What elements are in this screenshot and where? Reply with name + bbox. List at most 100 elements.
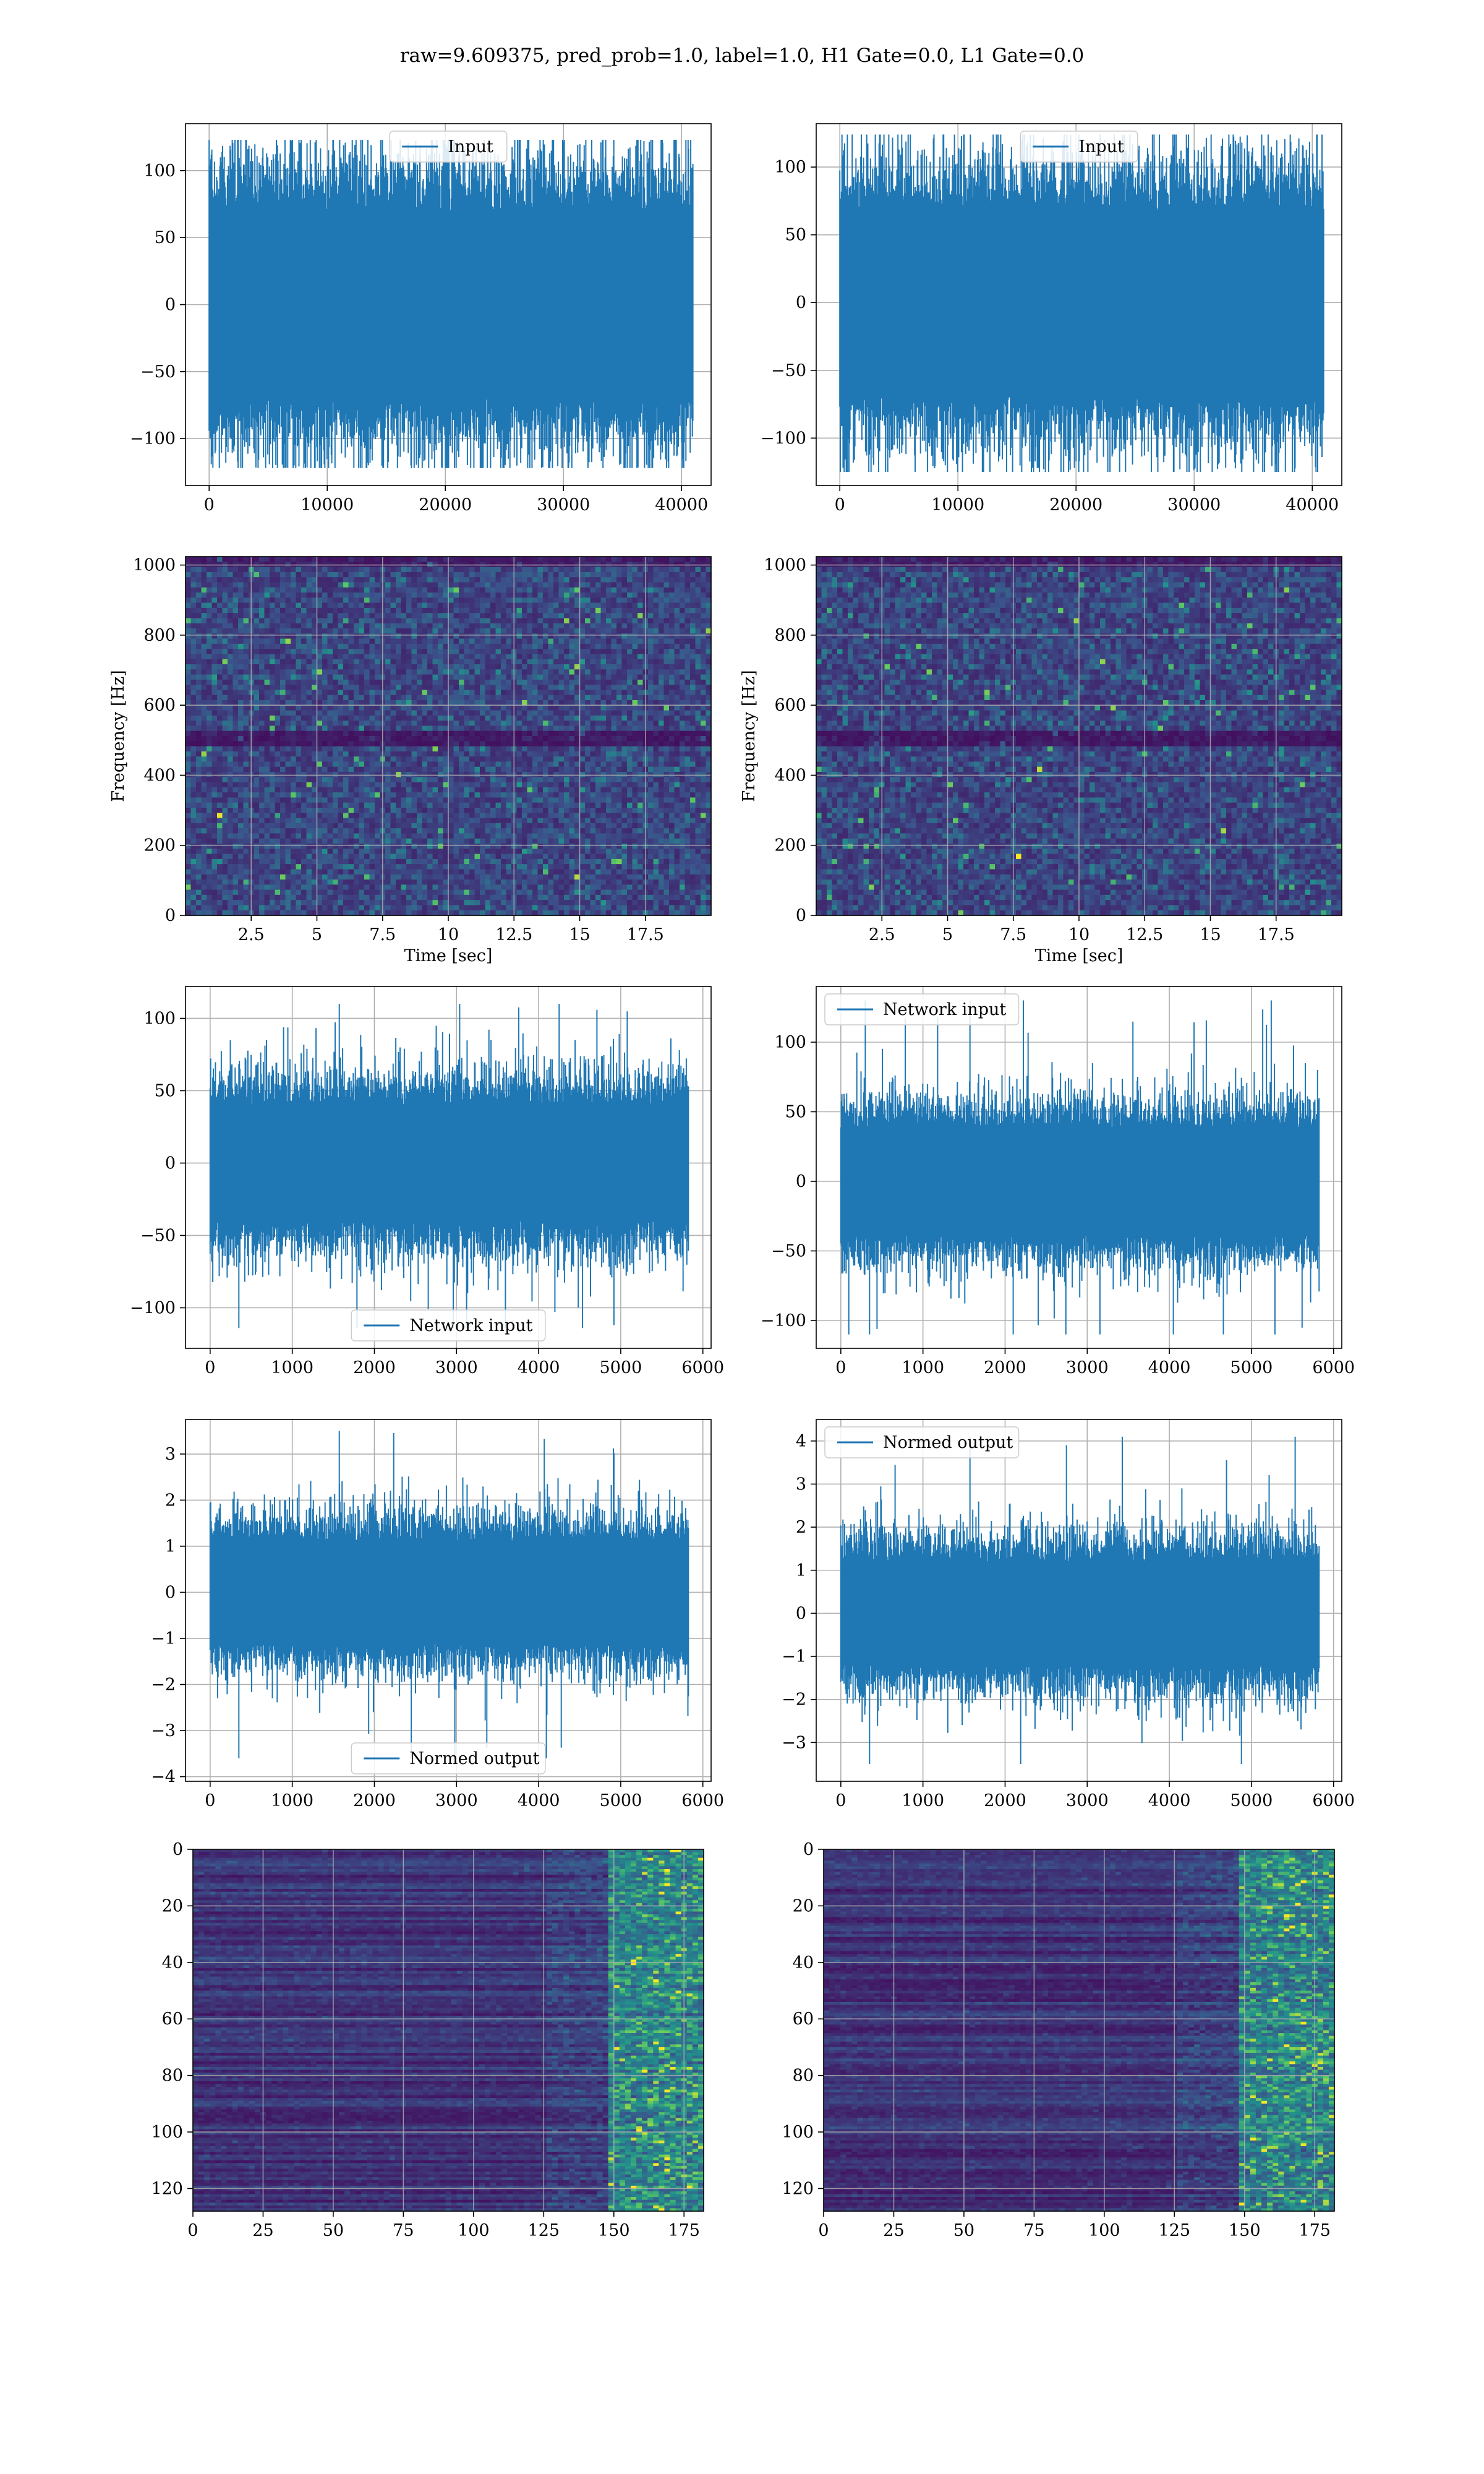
x-tick-label: 7.5 [369,925,396,944]
y-tick-label: 0 [803,1840,814,1859]
x-tick-label: 40000 [1286,495,1339,515]
x-tick-label: 10000 [931,495,984,515]
x-tick-label: 5 [942,925,953,944]
subplot-7: 0 1000 2000 3000 4000 5000 6000−4−3−2−10123Nor… [151,1419,724,1810]
y-tick-label: 60 [793,2010,814,2029]
y-tick-label: −50 [140,362,176,382]
x-tick-label: 2000 [984,1358,1026,1377]
y-tick-label: 100 [782,2123,814,2142]
y-tick-label: 600 [143,696,176,715]
y-tick-label: 80 [793,2066,814,2086]
legend-label: Network input [883,1000,1006,1019]
y-tick-label: 600 [774,696,806,715]
x-tick-label: 5000 [600,1358,642,1377]
x-tick-label: 150 [1229,2221,1261,2240]
x-tick-label: 50 [323,2221,344,2240]
legend: Network input [351,1310,545,1341]
x-tick-label: 175 [1298,2221,1331,2240]
x-tick-label: 7.5 [1000,925,1026,944]
x-tick-label: 25 [883,2221,904,2240]
legend: Input [390,131,507,162]
y-tick-label: −100 [130,1298,176,1317]
subplot-4: 2.5 5 7.5 10 12.5 15 17.502004006008001000Time… [740,556,1342,965]
y-tick-label: 50 [155,228,176,247]
legend-label: Normed output [409,1749,539,1768]
legend-label: Network input [409,1316,532,1335]
x-tick-label: 6000 [1312,1358,1355,1377]
x-tick-label: 0 [187,2221,198,2240]
y-tick-label: 2 [796,1518,806,1537]
y-tick-label: 1000 [764,556,806,575]
legend: Normed output [825,1427,1019,1458]
y-tick-label: −100 [761,429,806,448]
x-tick-label: 1000 [271,1358,313,1377]
x-tick-label: 15 [569,925,590,944]
x-tick-label: 3000 [435,1791,478,1810]
y-tick-label: 100 [143,1009,176,1028]
x-tick-label: 0 [204,495,215,515]
y-tick-label: 100 [143,161,176,181]
y-tick-label: 100 [774,158,806,177]
x-tick-label: 20000 [1049,495,1102,515]
y-tick-label: 80 [162,2066,183,2086]
y-tick-label: 3 [796,1475,806,1494]
x-tick-label: 30000 [1167,495,1221,515]
legend-label: Input [448,137,493,156]
x-tick-label: 4000 [518,1358,560,1377]
y-tick-label: 0 [165,1583,176,1602]
x-tick-label: 40000 [655,495,708,515]
y-tick-label: 2 [165,1491,176,1510]
y-tick-label: 0 [796,293,806,312]
x-tick-label: 12.5 [495,925,532,944]
y-tick-label: 20 [793,1896,814,1915]
y-tick-label: 0 [796,1172,806,1191]
x-tick-label: 0 [835,1358,846,1377]
y-tick-label: −4 [151,1768,176,1787]
x-tick-label: 2.5 [869,925,895,944]
y-tick-label: 0 [165,1154,176,1173]
y-tick-label: −2 [151,1676,176,1695]
y-tick-label: 40 [793,1953,814,1972]
x-tick-label: 25 [252,2221,273,2240]
x-tick-label: 0 [818,2221,829,2240]
y-axis-label: Frequency [Hz] [109,670,128,802]
x-tick-label: 17.5 [627,925,664,944]
y-tick-label: 200 [774,836,806,855]
y-tick-label: 50 [785,1103,806,1122]
y-tick-label: −2 [782,1690,806,1710]
x-tick-label: 10000 [301,495,354,515]
x-tick-label: 2000 [353,1791,396,1810]
y-tick-label: 200 [143,836,176,855]
y-tick-label: 50 [155,1081,176,1100]
y-tick-label: 20 [162,1896,183,1915]
y-tick-label: 0 [165,906,176,925]
subplot-6: 0 1000 2000 3000 4000 5000 6000−100−50050100Ne… [761,987,1355,1377]
x-tick-label: 125 [528,2221,560,2240]
y-tick-label: 0 [173,1840,183,1859]
y-tick-label: −100 [761,1311,806,1330]
x-tick-label: 150 [598,2221,630,2240]
legend: Network input [825,994,1019,1025]
y-tick-label: 120 [151,2179,183,2198]
y-axis-label: Frequency [Hz] [740,670,759,802]
x-tick-label: 5000 [1230,1358,1273,1377]
y-tick-label: 400 [143,766,176,785]
y-tick-label: 800 [774,626,806,645]
x-tick-label: 6000 [1312,1791,1355,1810]
subplot-3: 2.5 5 7.5 10 12.5 15 17.502004006008001000Time… [109,556,712,965]
x-tick-label: 2000 [353,1358,396,1377]
x-tick-label: 10 [1068,925,1090,944]
x-tick-label: 3000 [1066,1358,1109,1377]
x-tick-label: 20000 [419,495,472,515]
subplot-5: 0 1000 2000 3000 4000 5000 6000−100−50050100Ne… [130,987,724,1377]
y-tick-label: 100 [151,2123,183,2142]
y-tick-label: −50 [771,361,806,380]
y-tick-label: 0 [796,1604,806,1623]
y-tick-label: −50 [771,1242,806,1261]
y-tick-label: −50 [140,1226,176,1245]
x-tick-label: 5000 [600,1791,642,1810]
x-tick-label: 1000 [271,1791,313,1810]
